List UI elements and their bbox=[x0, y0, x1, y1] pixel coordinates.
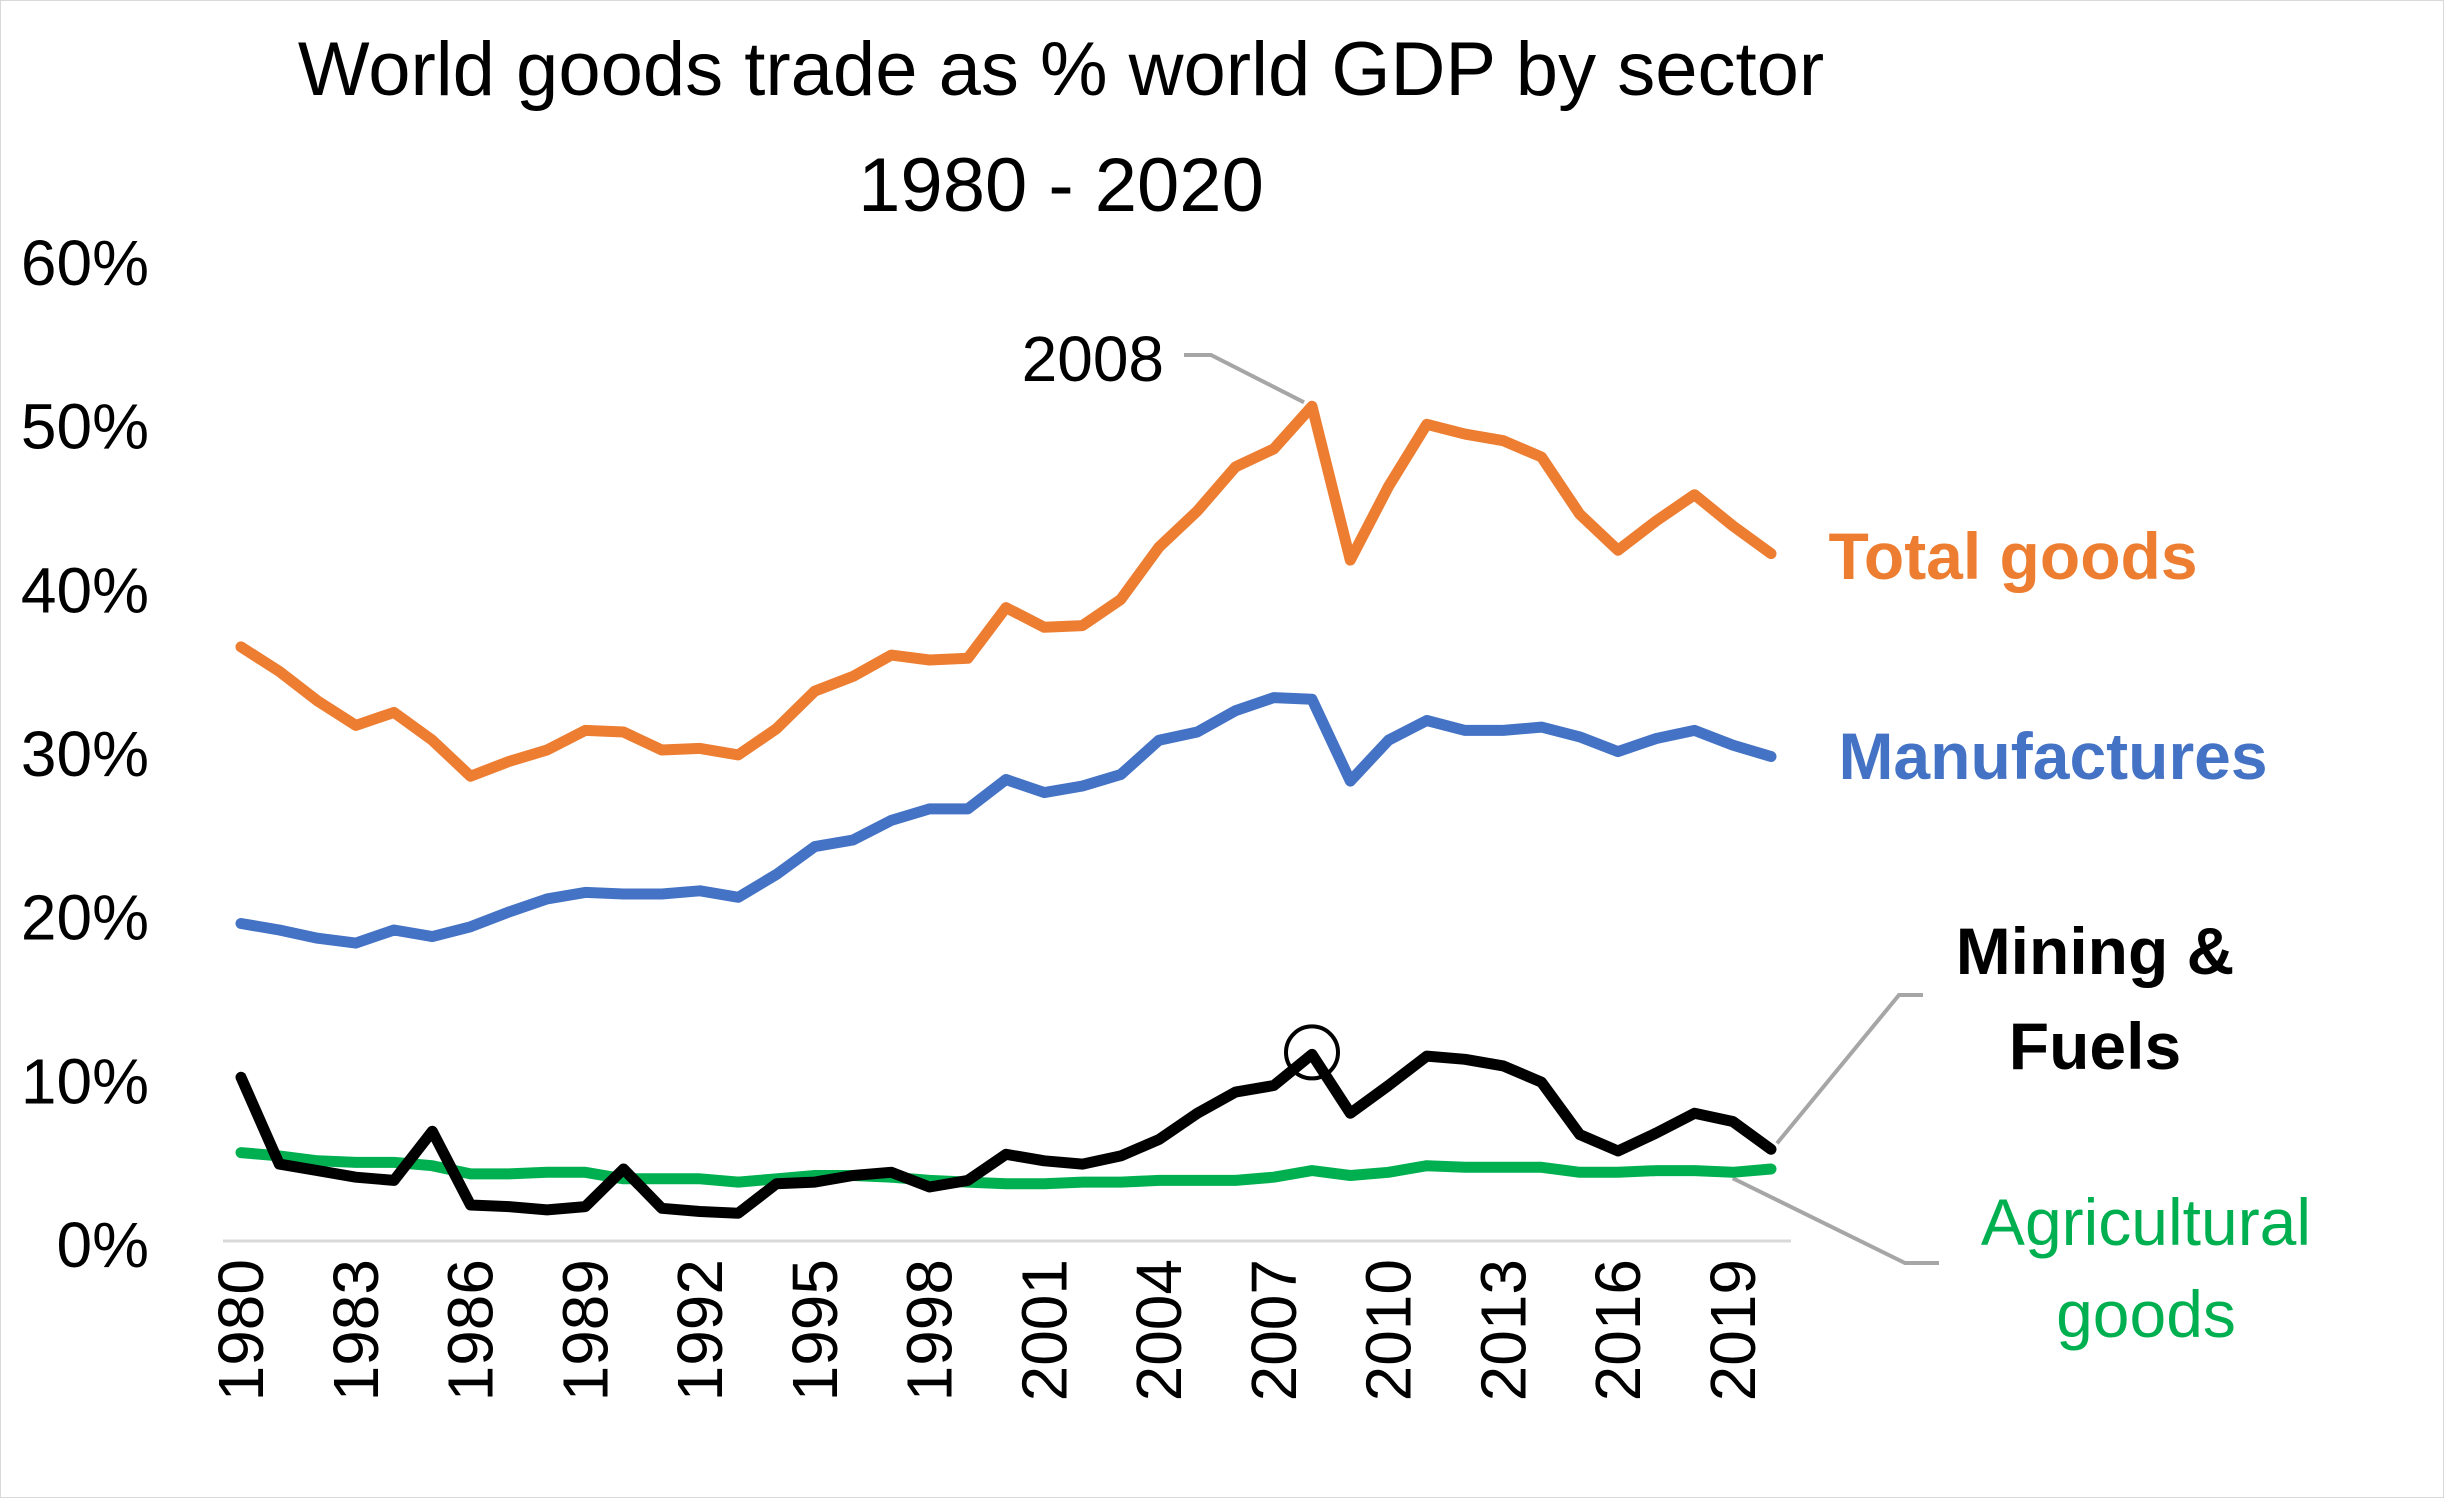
series-label-mining-fuels: Fuels bbox=[2009, 1009, 2181, 1083]
annotation-leader-line bbox=[1184, 353, 1305, 405]
x-axis: 1980 1983 1986 1989 1992 1995 1998 2001 2004 2007… bbox=[205, 1259, 1769, 1401]
y-tick-label: 20% bbox=[21, 882, 149, 954]
x-tick-label: 2004 bbox=[1123, 1259, 1195, 1401]
y-tick-label: 0% bbox=[57, 1209, 150, 1281]
y-tick-label: 10% bbox=[21, 1045, 149, 1117]
x-tick-label: 1986 bbox=[435, 1259, 507, 1401]
series-label-agricultural-goods: goods bbox=[2056, 1277, 2236, 1351]
series-label-total-goods: Total goods bbox=[1828, 519, 2197, 593]
series-label-mining-fuels: Mining & bbox=[1956, 914, 2235, 988]
x-tick-label: 1989 bbox=[549, 1259, 621, 1401]
agricultural-goods-leader-line bbox=[1731, 1176, 1939, 1265]
y-tick-label: 30% bbox=[21, 718, 149, 790]
series-line-agricultural-goods bbox=[235, 1147, 1777, 1190]
y-tick-label: 40% bbox=[21, 554, 149, 626]
series-label-agricultural-goods: Agricultural bbox=[1981, 1185, 2311, 1259]
x-tick-label: 1992 bbox=[664, 1259, 736, 1401]
chart-title-line-1: World goods trade as % world GDP by sect… bbox=[298, 27, 1824, 112]
x-tick-label: 2007 bbox=[1238, 1259, 1310, 1401]
series-label-manufactures: Manufactures bbox=[1838, 719, 2267, 793]
x-tick-label: 2019 bbox=[1697, 1259, 1769, 1401]
series-line-mining-fuels bbox=[235, 1048, 1777, 1219]
x-tick-label: 2013 bbox=[1467, 1259, 1539, 1401]
x-tick-label: 1983 bbox=[320, 1259, 392, 1401]
x-tick-label: 1980 bbox=[205, 1259, 277, 1401]
leader-lines bbox=[1184, 353, 1939, 1265]
annotation-2008: 2008 bbox=[1022, 323, 1164, 395]
x-tick-label: 2016 bbox=[1582, 1259, 1654, 1401]
y-tick-label: 50% bbox=[21, 391, 149, 463]
x-tick-label: 1998 bbox=[894, 1259, 966, 1401]
highlight-marker bbox=[1284, 1024, 1340, 1081]
chart-title-line-2: 1980 - 2020 bbox=[858, 143, 1264, 228]
annotations: 2008 bbox=[1022, 323, 1164, 395]
mining-fuels-leader-line bbox=[1775, 993, 1923, 1145]
x-tick-label: 2010 bbox=[1353, 1259, 1425, 1401]
series-line-manufactures bbox=[235, 692, 1777, 949]
x-tick-label: 1995 bbox=[779, 1259, 851, 1401]
x-tick-label: 2001 bbox=[1008, 1259, 1080, 1401]
y-tick-label: 60% bbox=[21, 227, 149, 299]
series-lines bbox=[235, 400, 1777, 1219]
series-line-total-goods bbox=[235, 400, 1777, 782]
series-labels: Total goods Manufactures Mining & Fuels Agri… bbox=[1828, 519, 2311, 1351]
markers bbox=[1284, 1024, 1340, 1081]
y-axis: 0% 10% 20% 30% 40% 50% 60% bbox=[21, 227, 149, 1281]
